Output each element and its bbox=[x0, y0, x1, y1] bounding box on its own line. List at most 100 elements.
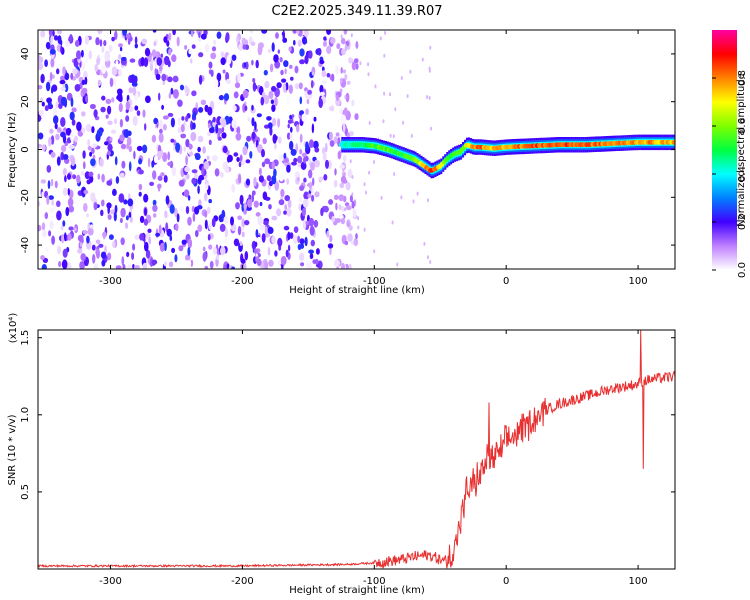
snr-y-label: SNR (10 * v/v) bbox=[7, 414, 18, 485]
noise-speckle bbox=[194, 153, 201, 161]
noise-speckle bbox=[291, 161, 297, 166]
faint-speckle bbox=[349, 159, 352, 164]
noise-speckle bbox=[190, 131, 197, 142]
noise-speckle bbox=[303, 191, 310, 200]
noise-speckle bbox=[208, 61, 213, 69]
noise-speckle bbox=[163, 241, 167, 252]
noise-speckle bbox=[64, 72, 70, 81]
noise-speckle bbox=[139, 233, 145, 241]
noise-speckle bbox=[101, 46, 105, 53]
noise-speckle bbox=[133, 150, 136, 160]
noise-speckle bbox=[224, 166, 230, 173]
noise-speckle bbox=[300, 161, 307, 170]
noise-speckle bbox=[344, 240, 349, 246]
noise-speckle bbox=[46, 195, 50, 205]
noise-speckle bbox=[188, 143, 193, 150]
noise-speckle bbox=[90, 158, 96, 167]
noise-speckle bbox=[321, 79, 327, 85]
noise-speckle bbox=[175, 223, 179, 232]
noise-speckle bbox=[257, 45, 263, 56]
noise-speckle bbox=[247, 216, 251, 221]
noise-speckle bbox=[110, 129, 117, 134]
noise-speckle bbox=[74, 84, 81, 92]
noise-speckle bbox=[129, 58, 136, 63]
noise-speckle bbox=[230, 224, 237, 232]
noise-speckle bbox=[339, 88, 343, 93]
noise-speckle bbox=[165, 222, 169, 233]
noise-speckle bbox=[227, 154, 233, 163]
noise-speckle bbox=[353, 238, 359, 247]
noise-speckle bbox=[91, 126, 95, 134]
noise-speckle bbox=[340, 114, 347, 124]
noise-speckle bbox=[257, 215, 263, 226]
noise-speckle bbox=[112, 240, 116, 248]
noise-speckle bbox=[335, 65, 339, 75]
noise-speckle bbox=[104, 141, 109, 146]
noise-speckle bbox=[52, 107, 58, 117]
noise-speckle bbox=[128, 145, 133, 153]
noise-speckle bbox=[61, 144, 67, 153]
noise-speckle bbox=[349, 130, 354, 137]
noise-speckle bbox=[96, 129, 103, 138]
noise-speckle bbox=[140, 56, 145, 67]
noise-speckle bbox=[101, 95, 106, 101]
faint-speckle bbox=[394, 107, 397, 112]
noise-speckle bbox=[293, 226, 299, 234]
noise-speckle bbox=[206, 206, 211, 214]
noise-speckle bbox=[123, 199, 128, 205]
noise-speckle bbox=[271, 235, 276, 244]
noise-speckle bbox=[76, 121, 82, 132]
noise-speckle bbox=[263, 94, 270, 105]
noise-speckle bbox=[310, 161, 315, 171]
snr-x-tick-label: 100 bbox=[629, 576, 648, 587]
noise-speckle bbox=[195, 230, 199, 238]
noise-speckle bbox=[321, 70, 327, 78]
noise-speckle bbox=[197, 224, 203, 232]
noise-speckle bbox=[283, 152, 287, 160]
noise-speckle bbox=[93, 109, 98, 118]
noise-speckle bbox=[97, 173, 101, 180]
noise-speckle bbox=[107, 143, 113, 152]
noise-speckle bbox=[80, 253, 86, 262]
noise-speckle bbox=[128, 106, 134, 113]
noise-speckle bbox=[118, 193, 125, 203]
noise-speckle bbox=[134, 36, 138, 45]
noise-speckle bbox=[294, 65, 299, 74]
noise-speckle bbox=[251, 131, 256, 140]
faint-speckle bbox=[363, 182, 366, 187]
noise-speckle bbox=[330, 254, 334, 264]
noise-speckle bbox=[152, 170, 157, 180]
noise-speckle bbox=[158, 119, 163, 130]
noise-speckle bbox=[156, 57, 163, 66]
noise-speckle bbox=[336, 94, 339, 102]
noise-speckle bbox=[341, 205, 345, 212]
noise-speckle bbox=[243, 262, 247, 269]
noise-speckle bbox=[142, 262, 148, 269]
noise-speckle bbox=[340, 67, 343, 74]
snr-y-tick-label: 1.0 bbox=[20, 407, 31, 423]
noise-speckle bbox=[243, 62, 247, 68]
noise-speckle bbox=[41, 222, 46, 231]
noise-speckle bbox=[238, 43, 244, 51]
noise-speckle bbox=[278, 153, 283, 164]
noise-speckle bbox=[341, 48, 346, 56]
noise-speckle bbox=[263, 220, 269, 226]
noise-speckle bbox=[251, 190, 256, 196]
noise-speckle bbox=[261, 149, 265, 158]
noise-speckle bbox=[263, 69, 268, 76]
noise-speckle bbox=[267, 122, 273, 129]
noise-speckle bbox=[181, 116, 185, 121]
noise-speckle bbox=[286, 164, 291, 173]
noise-speckle bbox=[172, 30, 176, 36]
noise-speckle bbox=[218, 136, 222, 141]
noise-speckle bbox=[70, 97, 74, 108]
noise-speckle bbox=[218, 94, 224, 101]
spectrogram-y-label: Frequency (Hz) bbox=[7, 112, 18, 188]
noise-speckle bbox=[97, 79, 102, 87]
noise-speckle bbox=[126, 264, 133, 269]
faint-speckle bbox=[393, 172, 396, 176]
noise-speckle bbox=[185, 115, 189, 122]
noise-speckle bbox=[98, 243, 104, 248]
noise-speckle bbox=[143, 57, 149, 68]
